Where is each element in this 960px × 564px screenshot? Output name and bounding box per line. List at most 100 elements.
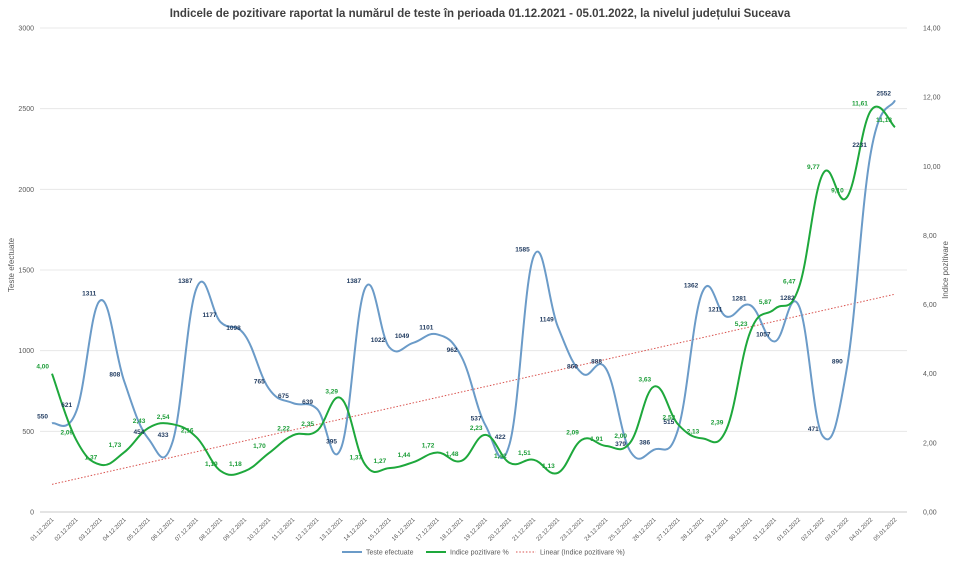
data-label-indice: 1,48 bbox=[446, 451, 459, 458]
x-tick-label: 16.12.2021 bbox=[391, 517, 417, 543]
data-label-teste: 1177 bbox=[203, 312, 217, 319]
data-labels: 550 621 1311 808 454 433 1387 1177 1098 765 675 639… bbox=[36, 90, 892, 470]
x-tick-label: 17.12.2021 bbox=[415, 517, 441, 543]
data-label-indice: 5,87 bbox=[759, 299, 772, 306]
data-label-teste: 471 bbox=[808, 426, 819, 433]
data-label-indice: 1,72 bbox=[422, 443, 435, 450]
data-label-indice: 2,35 bbox=[301, 421, 314, 428]
data-label-indice: 2,54 bbox=[157, 414, 170, 421]
x-tick-label: 09.12.2021 bbox=[223, 517, 249, 543]
x-tick-label: 30.12.2021 bbox=[728, 517, 754, 543]
data-label-indice: 1,13 bbox=[542, 463, 555, 470]
x-tick-label: 13.12.2021 bbox=[319, 517, 345, 543]
x-tick-label: 24.12.2021 bbox=[584, 517, 610, 543]
data-label-teste: 386 bbox=[639, 440, 650, 447]
data-label-indice: 2,16 bbox=[181, 427, 194, 434]
data-label-teste: 1362 bbox=[684, 282, 699, 289]
data-label-teste: 1211 bbox=[708, 307, 722, 314]
data-label-teste: 1387 bbox=[347, 278, 362, 285]
x-tick-label: 02.01.2022 bbox=[801, 517, 827, 543]
x-tick-label: 27.12.2021 bbox=[656, 517, 682, 543]
data-label-teste: 2552 bbox=[876, 90, 891, 97]
x-tick-label: 05.12.2021 bbox=[126, 517, 152, 543]
data-label-indice: 9,10 bbox=[831, 187, 844, 194]
y-right-tick-label: 6,00 bbox=[923, 302, 937, 309]
data-label-teste: 962 bbox=[447, 347, 458, 354]
trendline-indice-pozitivare bbox=[51, 293, 896, 485]
data-label-teste: 1049 bbox=[395, 333, 410, 340]
x-tick-label: 25.12.2021 bbox=[608, 517, 634, 543]
y-left-tick-label: 1000 bbox=[18, 348, 34, 355]
x-tick-label: 10.12.2021 bbox=[247, 517, 273, 543]
y-left-tick-label: 2500 bbox=[18, 106, 34, 113]
x-tick-label: 31.12.2021 bbox=[752, 517, 778, 543]
data-label-teste: 1311 bbox=[82, 290, 96, 297]
y-left-tick-label: 2000 bbox=[18, 187, 34, 194]
x-tick-label: 11.12.2021 bbox=[271, 517, 297, 543]
legend-item-indice-label: Indice pozitivare % bbox=[450, 550, 509, 557]
data-label-indice: 1,44 bbox=[398, 452, 411, 459]
x-tick-label: 22.12.2021 bbox=[536, 517, 562, 543]
data-label-teste: 1282 bbox=[780, 295, 795, 302]
data-label-teste: 454 bbox=[134, 429, 145, 436]
x-tick-label: 03.01.2022 bbox=[825, 517, 851, 543]
series-indice-pozitivare-line bbox=[51, 105, 896, 476]
series-teste-efectuate-line bbox=[51, 99, 896, 460]
data-label-indice: 5,23 bbox=[735, 321, 748, 328]
data-label-indice: 1,70 bbox=[253, 443, 266, 450]
x-tick-label: 02.12.2021 bbox=[54, 517, 80, 543]
x-tick-label: 28.12.2021 bbox=[680, 517, 706, 543]
x-axis-ticks: 01.12.202102.12.202103.12.202104.12.2021… bbox=[30, 517, 899, 543]
data-label-indice: 2,00 bbox=[614, 433, 627, 440]
data-label-teste: 395 bbox=[326, 438, 337, 445]
data-label-indice: 2,22 bbox=[277, 425, 290, 432]
x-tick-label: 26.12.2021 bbox=[632, 517, 658, 543]
data-label-teste: 888 bbox=[591, 359, 602, 366]
data-label-indice: 1,51 bbox=[518, 450, 531, 457]
y-right-tick-label: 8,00 bbox=[923, 233, 937, 240]
data-label-teste: 675 bbox=[278, 393, 289, 400]
data-label-teste: 1387 bbox=[178, 278, 193, 285]
y-axis-left-ticks: 0 500 1000 1500 2000 2500 3000 bbox=[18, 26, 34, 517]
x-tick-label: 03.12.2021 bbox=[78, 517, 104, 543]
x-tick-label: 19.12.2021 bbox=[463, 517, 489, 543]
y-left-tick-label: 1500 bbox=[18, 268, 34, 275]
data-label-indice: 11,61 bbox=[852, 101, 868, 108]
data-label-indice: 4,00 bbox=[36, 364, 49, 371]
data-label-indice: 3,63 bbox=[638, 377, 651, 384]
x-tick-label: 12.12.2021 bbox=[295, 517, 321, 543]
data-label-teste: 433 bbox=[158, 432, 169, 439]
data-label-teste: 1281 bbox=[732, 295, 747, 302]
data-label-teste: 1022 bbox=[371, 337, 386, 344]
x-tick-label: 08.12.2021 bbox=[199, 517, 225, 543]
data-label-indice: 1,19 bbox=[205, 461, 218, 468]
series-layer bbox=[51, 99, 896, 485]
data-label-teste: 1101 bbox=[419, 324, 433, 331]
data-label-teste: 422 bbox=[495, 434, 506, 441]
data-label-teste: 1098 bbox=[226, 325, 241, 332]
data-label-indice: 2,23 bbox=[470, 425, 483, 432]
x-tick-label: 07.12.2021 bbox=[174, 517, 200, 543]
data-label-teste: 860 bbox=[567, 363, 578, 370]
y-left-tick-label: 3000 bbox=[18, 26, 34, 33]
data-label-indice: 1,37 bbox=[85, 455, 98, 462]
x-tick-label: 04.12.2021 bbox=[102, 517, 128, 543]
x-tick-label: 20.12.2021 bbox=[488, 517, 514, 543]
legend-item-linear-label: Linear (Indice pozitivare %) bbox=[540, 550, 625, 557]
data-label-teste: 765 bbox=[254, 379, 265, 386]
data-label-indice: 1,27 bbox=[374, 458, 387, 465]
data-label-indice: 1,37 bbox=[349, 455, 362, 462]
y-right-tick-label: 4,00 bbox=[923, 371, 937, 378]
x-tick-label: 23.12.2021 bbox=[560, 517, 586, 543]
data-label-teste: 621 bbox=[61, 402, 72, 409]
data-label-teste: 1057 bbox=[756, 331, 771, 338]
data-label-indice: 3,29 bbox=[325, 388, 338, 395]
x-tick-label: 01.12.2021 bbox=[30, 517, 56, 543]
y-axis-left-label: Teste efectuate bbox=[7, 237, 16, 292]
x-tick-label: 01.01.2022 bbox=[777, 517, 803, 543]
data-label-indice: 1,18 bbox=[229, 461, 242, 468]
data-label-teste: 1149 bbox=[540, 317, 554, 324]
data-label-indice: 1,42 bbox=[494, 453, 507, 460]
x-tick-label: 14.12.2021 bbox=[343, 517, 369, 543]
